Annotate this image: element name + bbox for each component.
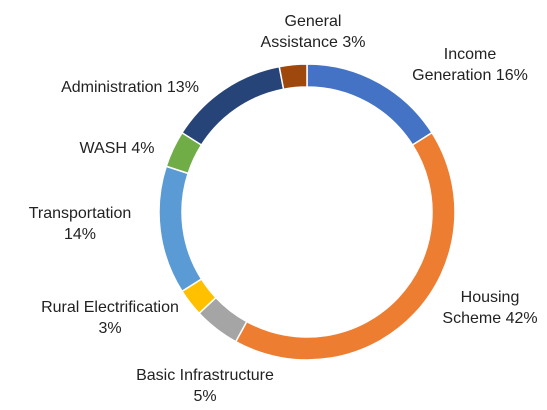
value-label: 3%	[342, 34, 366, 51]
data-label: Housing Scheme 42%	[438, 287, 543, 329]
value-label: 4%	[131, 140, 155, 157]
donut-segment	[278, 63, 308, 91]
category-label: General Assistance	[260, 13, 342, 51]
category-label: Income Generation	[412, 46, 497, 84]
data-label: Administration 13%	[61, 77, 199, 98]
data-label: Rural Electrification 3%	[41, 297, 179, 339]
data-label: General Assistance 3%	[251, 11, 376, 53]
donut-segment	[158, 165, 203, 293]
category-label: Housing Scheme	[442, 289, 520, 327]
data-label: Transportation 14%	[18, 203, 143, 245]
value-label: 5%	[193, 388, 217, 405]
category-label: WASH	[79, 140, 127, 157]
category-label: Basic Infrastructure	[136, 367, 274, 384]
donut-segment	[234, 131, 456, 361]
category-label: Administration	[61, 79, 163, 96]
category-label: Rural Electrification	[41, 299, 179, 316]
value-label: 14%	[63, 226, 97, 243]
value-label: 13%	[166, 79, 199, 96]
data-label: Income Generation 16%	[403, 44, 538, 86]
value-label: 16%	[495, 67, 528, 84]
data-label: WASH 4%	[80, 138, 155, 159]
category-label: Transportation	[28, 205, 132, 222]
data-label: Basic Infrastructure 5%	[136, 365, 274, 407]
value-label: 3%	[98, 320, 122, 337]
value-label: 42%	[505, 310, 538, 327]
